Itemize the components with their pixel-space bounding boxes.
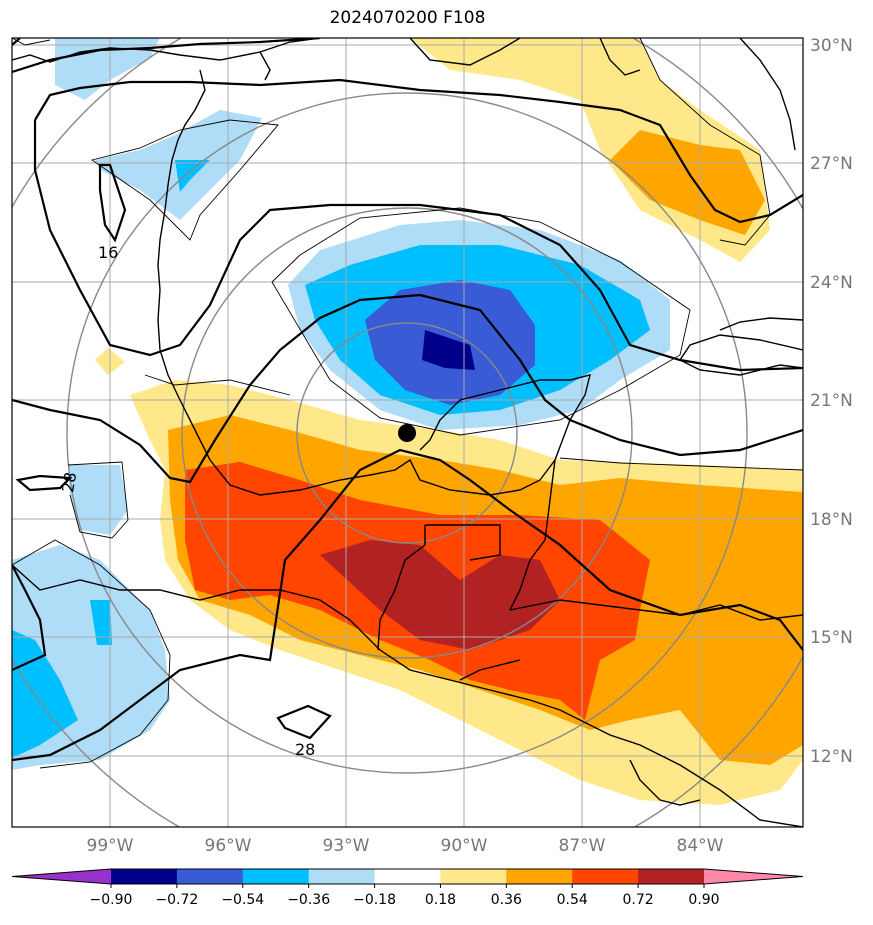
colorbar-extend-low: [12, 869, 111, 884]
lon-label-93w: 93°W: [323, 836, 370, 856]
thin-contours: [12, 38, 803, 769]
lat-label-24n: 24°N: [810, 273, 853, 293]
colorbar-segment: [572, 869, 639, 884]
colorbar-segment: [111, 869, 178, 884]
lat-label-30n: 30°N: [810, 36, 853, 56]
contour-label-28: 28: [295, 740, 315, 759]
colorbar-tick-label: 0.90: [688, 892, 719, 908]
lat-label-18n: 18°N: [810, 510, 853, 530]
map-title: 2024070200 F108: [329, 8, 486, 28]
gridlines: [12, 38, 803, 827]
colorbar-segment: [242, 869, 310, 884]
colorbar-segment: [440, 869, 507, 884]
lon-label-90w: 90°W: [441, 836, 488, 856]
colorbar-tick-label: 0.72: [623, 892, 654, 908]
contour-label-28b: 28: [58, 471, 80, 494]
latitude-labels: 30°N 27°N 24°N 21°N 18°N 15°N 12°N: [810, 36, 853, 767]
lon-label-87w: 87°W: [559, 836, 606, 856]
fill-navy: [422, 330, 475, 370]
colorbar-tick-label: −0.90: [90, 892, 133, 908]
colorbar-tick-label: −0.72: [155, 892, 198, 908]
range-rings: [12, 38, 803, 827]
storm-center-marker: [398, 424, 416, 442]
colorbar-segment: [374, 869, 441, 884]
colorbar-segment: [638, 869, 705, 884]
lat-label-15n: 15°N: [810, 628, 853, 648]
colorbar-tick-label: 0.18: [425, 892, 456, 908]
colorbar-segment: [308, 869, 376, 884]
lon-label-84w: 84°W: [677, 836, 724, 856]
colorbar-tick-label: 0.54: [557, 892, 588, 908]
lon-label-96w: 96°W: [205, 836, 252, 856]
thick-contours: [12, 38, 803, 762]
longitude-labels: 99°W 96°W 93°W 90°W 87°W 84°W: [87, 836, 724, 856]
colorbar-tick-label: −0.36: [287, 892, 330, 908]
colorbar-tick-label: −0.18: [353, 892, 396, 908]
map-content: 16 28 28: [12, 38, 803, 827]
colorbar-extend-high: [704, 869, 803, 884]
lat-label-12n: 12°N: [810, 747, 853, 767]
colorbar-segment: [506, 869, 573, 884]
colorbar: −0.90 −0.72 −0.54 −0.36 −0.18 0.18 0.36 0.54 0.7…: [11, 868, 804, 908]
lon-label-99w: 99°W: [87, 836, 134, 856]
colorbar-tick-label: −0.54: [221, 892, 264, 908]
lat-label-21n: 21°N: [810, 391, 853, 411]
fill-dark-red: [320, 540, 560, 650]
colorbar-tick-label: 0.36: [491, 892, 522, 908]
contour-label-16: 16: [98, 243, 118, 262]
map-frame: [11, 37, 804, 828]
colorbar-segment: [176, 869, 244, 884]
lat-label-27n: 27°N: [810, 154, 853, 174]
